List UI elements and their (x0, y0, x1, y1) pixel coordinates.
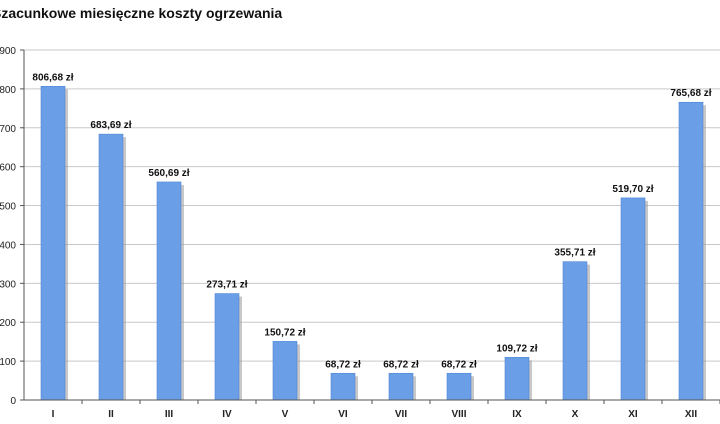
bar (388, 372, 414, 401)
y-tick-label: 100 (0, 357, 16, 368)
data-label: 355,71 zł (554, 248, 595, 259)
data-label: 765,68 zł (670, 88, 711, 99)
y-tick-label: 0 (10, 396, 16, 407)
data-label: 519,70 zł (612, 184, 653, 195)
gridlines (24, 49, 720, 401)
bar (98, 133, 124, 401)
data-label: 273,71 zł (206, 280, 247, 291)
y-tick-label: 800 (0, 85, 16, 96)
bar (156, 181, 182, 401)
x-tick-label: V (282, 409, 289, 420)
x-tick-label: II (108, 409, 114, 420)
y-tick-label: 200 (0, 318, 16, 329)
data-label: 68,72 zł (441, 359, 477, 370)
bar (446, 372, 472, 401)
data-label: 683,69 zł (90, 120, 131, 131)
bar (504, 357, 530, 401)
bar (40, 85, 66, 401)
bar (562, 261, 588, 401)
x-tick-label: IV (222, 409, 232, 420)
y-tick-label: 600 (0, 163, 16, 174)
data-label: 560,69 zł (148, 168, 189, 179)
x-tick-label: X (572, 409, 579, 420)
x-tick-label: XII (685, 409, 697, 420)
data-label: 109,72 zł (496, 343, 537, 354)
y-tick-label: 500 (0, 202, 16, 213)
x-tick-label: IX (512, 409, 522, 420)
x-tick-label: I (52, 409, 55, 420)
y-tick-label: 300 (0, 279, 16, 290)
y-axis: 0 100 200 300 400 500 600 700 800 900 (0, 46, 25, 407)
bar (272, 341, 298, 401)
data-label: 68,72 zł (325, 359, 361, 370)
bar (678, 101, 704, 401)
data-labels: 806,68 zł 683,69 zł 560,69 zł 273,71 zł 150,… (32, 72, 711, 370)
x-tick-label: VII (395, 409, 407, 420)
bar (620, 197, 646, 401)
bar (330, 372, 356, 401)
y-tick-label: 700 (0, 124, 16, 135)
x-tick-label: VI (338, 409, 348, 420)
x-axis: I II III IV V VI VII VIII IX X XI XII (24, 399, 720, 420)
data-label: 150,72 zł (264, 327, 305, 338)
data-label: 68,72 zł (383, 359, 419, 370)
y-tick-label: 400 (0, 240, 16, 251)
x-tick-label: XI (628, 409, 638, 420)
bars (40, 85, 706, 401)
bar (214, 293, 240, 401)
x-tick-label: VIII (451, 409, 466, 420)
chart-title: Szacunkowe miesięczne koszty ogrzewania (0, 5, 283, 21)
y-tick-label: 900 (0, 46, 16, 57)
data-label: 806,68 zł (32, 72, 73, 83)
x-tick-label: III (165, 409, 174, 420)
